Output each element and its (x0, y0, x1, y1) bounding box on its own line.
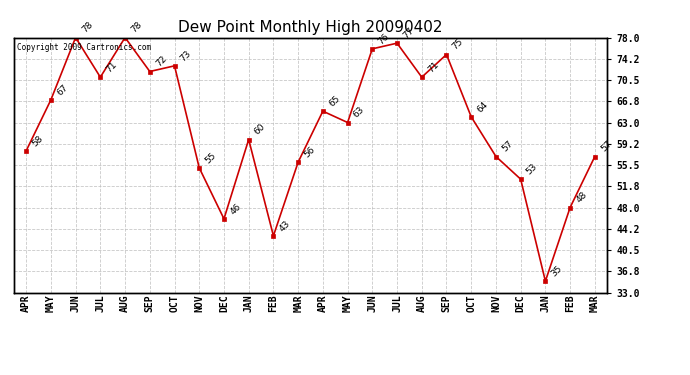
Text: Copyright 2009 Cartronics.com: Copyright 2009 Cartronics.com (17, 43, 151, 52)
Text: 60: 60 (253, 122, 267, 137)
Text: 71: 71 (104, 60, 119, 74)
Text: 73: 73 (179, 48, 193, 63)
Text: 56: 56 (302, 145, 317, 159)
Text: 71: 71 (426, 60, 440, 74)
Text: 75: 75 (451, 37, 465, 52)
Text: 78: 78 (80, 20, 95, 35)
Text: 53: 53 (525, 162, 540, 176)
Text: 48: 48 (574, 190, 589, 205)
Title: Dew Point Monthly High 20090402: Dew Point Monthly High 20090402 (178, 20, 443, 35)
Text: 43: 43 (277, 219, 292, 233)
Text: 78: 78 (129, 20, 144, 35)
Text: 57: 57 (599, 139, 613, 154)
Text: 35: 35 (549, 264, 564, 278)
Text: 57: 57 (500, 139, 515, 154)
Text: 64: 64 (475, 100, 490, 114)
Text: 67: 67 (55, 82, 70, 97)
Text: 72: 72 (154, 54, 168, 69)
Text: 65: 65 (327, 94, 342, 108)
Text: 77: 77 (401, 26, 415, 40)
Text: 76: 76 (377, 32, 391, 46)
Text: 55: 55 (204, 150, 218, 165)
Text: 63: 63 (352, 105, 366, 120)
Text: 58: 58 (30, 134, 45, 148)
Text: 46: 46 (228, 202, 243, 216)
